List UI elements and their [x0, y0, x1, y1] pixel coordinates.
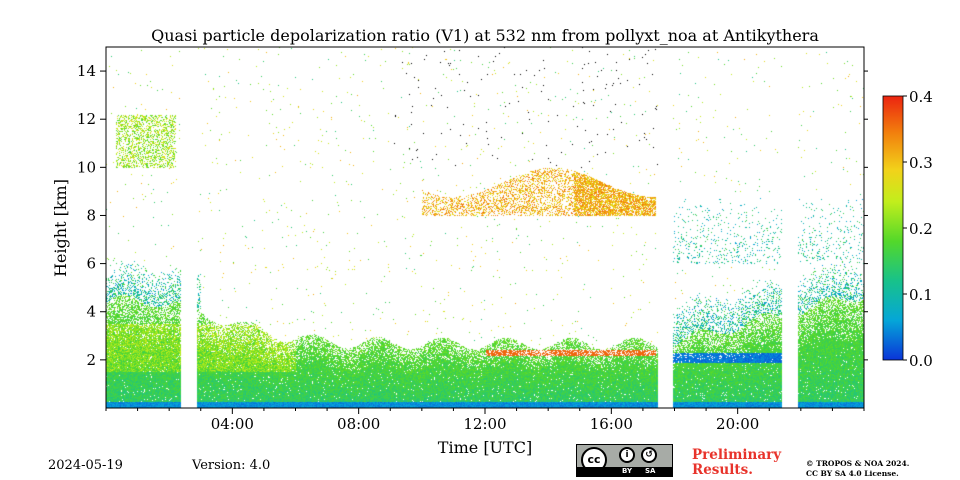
footer-date: 2024-05-19: [48, 458, 123, 473]
preliminary-notice: Preliminary Results.: [692, 448, 781, 478]
preliminary-line-2: Results.: [692, 462, 753, 478]
colorbar-tick-label: 0.3: [909, 154, 933, 172]
colorbar-tick-label: 0.2: [909, 220, 933, 238]
colorbar-axis: 0.0 0.1 0.2 0.3 0.4: [903, 88, 933, 370]
preliminary-line-1: Preliminary: [692, 447, 782, 463]
colorbar: [883, 96, 903, 360]
chart-title: Quasi particle depolarization ratio (V1)…: [151, 26, 819, 45]
copyright-notice: © TROPOS & NOA 2024. CC BY SA 4.0 Licens…: [806, 459, 909, 479]
cc-badge-strip: [577, 467, 672, 476]
colorbar-tick-label: 0.0: [909, 352, 933, 370]
cc-by-label: BY: [622, 467, 633, 475]
attribution-icon: i: [619, 447, 635, 463]
y-axis-label: Height [km]: [51, 179, 70, 277]
y-tick-label: 12: [77, 110, 96, 128]
cc-license-badge: cc i ↺ BY SA: [576, 444, 673, 477]
y-tick-label: 8: [86, 206, 96, 224]
x-axis: 04:00 08:00 12:00 16:00 20:00: [105, 408, 865, 433]
cc-sa-label: SA: [645, 467, 656, 475]
depolarization-heatmap: [106, 47, 864, 408]
y-tick-label: 10: [77, 158, 96, 176]
y-tick-label: 14: [77, 62, 96, 80]
y-axis: 2 4 6 8 10 12 14: [77, 62, 868, 369]
plot-area: [106, 47, 864, 408]
y-tick-label: 6: [86, 255, 96, 273]
copyright-line-1: © TROPOS & NOA 2024.: [806, 459, 910, 468]
x-tick-label: 16:00: [590, 415, 633, 433]
x-tick-label: 08:00: [337, 415, 380, 433]
colorbar-tick-label: 0.4: [909, 88, 933, 106]
x-tick-label: 12:00: [463, 415, 506, 433]
share-alike-icon: ↺: [641, 447, 657, 463]
copyright-line-2: CC BY SA 4.0 License.: [806, 469, 899, 478]
colorbar-tick-label: 0.1: [909, 286, 933, 304]
footer-version: Version: 4.0: [192, 458, 271, 473]
x-tick-label: 04:00: [211, 415, 254, 433]
y-tick-label: 4: [86, 303, 96, 321]
y-tick-label: 2: [86, 351, 96, 369]
x-axis-label: Time [UTC]: [438, 438, 532, 457]
x-tick-label: 20:00: [716, 415, 759, 433]
